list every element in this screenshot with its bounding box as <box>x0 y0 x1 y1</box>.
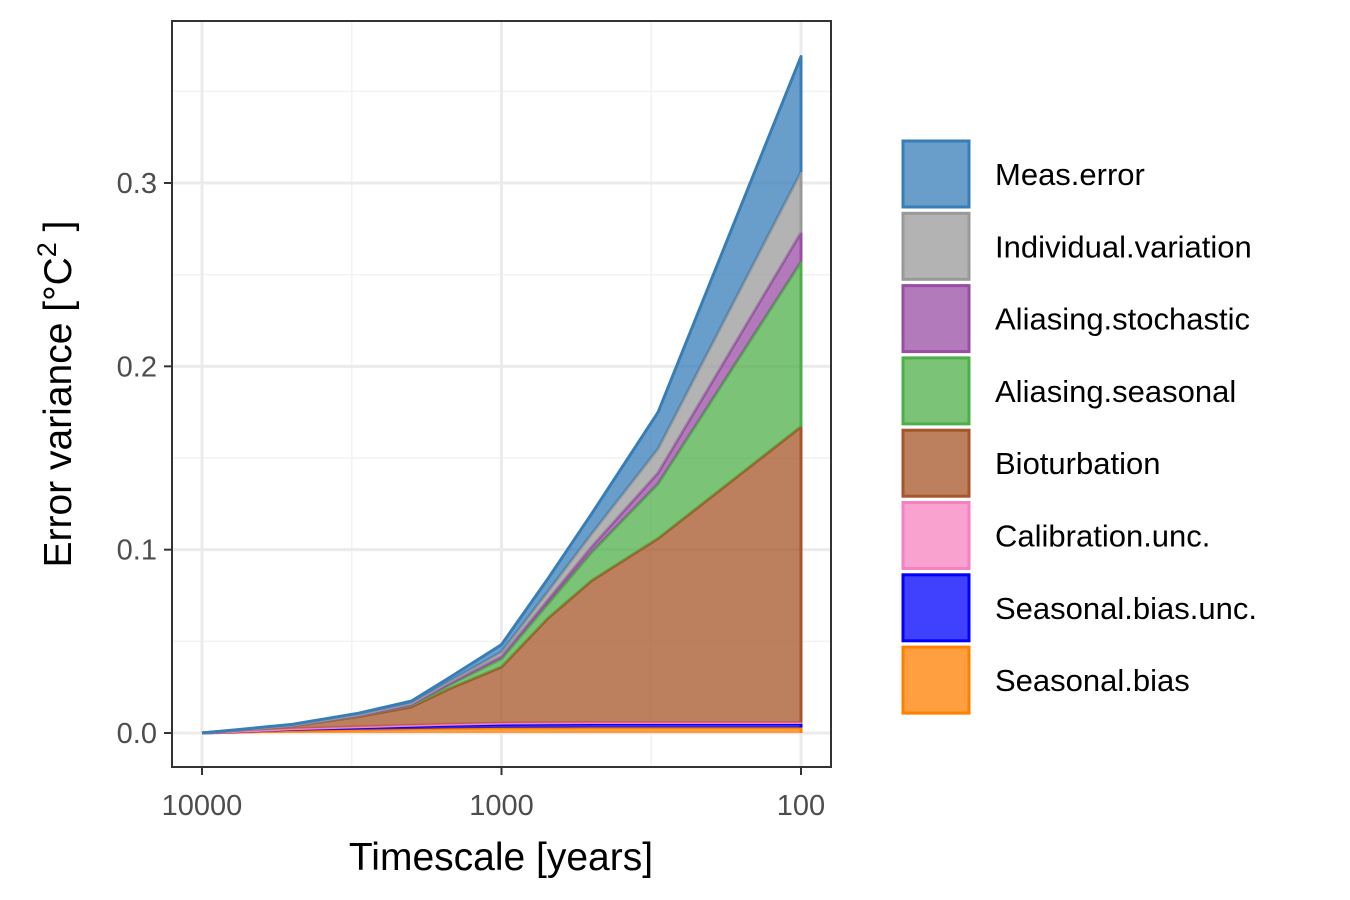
area-layer <box>201 55 803 735</box>
x-axis: 10000 1000 100 <box>162 767 825 822</box>
legend-key-aliasing-seasonal <box>901 356 971 426</box>
legend-label-seasonal-bias: Seasonal.bias <box>995 663 1190 698</box>
area-aliasing-seasonal <box>202 261 801 733</box>
x-axis-title: Timescale [years] <box>349 836 653 879</box>
y-axis-title: Error variance [°C2 ] <box>32 220 80 567</box>
y-axis-title-main: Error variance [°C <box>37 257 80 567</box>
legend-label-seasonal-bias-unc: Seasonal.bias.unc. <box>995 591 1257 626</box>
legend-key-seasonal-bias <box>901 645 971 715</box>
y-tick-label: 0.2 <box>117 351 157 383</box>
legend: Meas.error Individual.variation Aliasing.s… <box>901 139 1257 715</box>
area-bioturbation <box>202 426 801 733</box>
legend-key-bioturbation <box>901 428 971 498</box>
y-axis-title-bracket: ] <box>37 220 80 242</box>
y-axis: 0.0 0.1 0.2 0.3 <box>117 168 172 750</box>
area-seasonal-bias-unc <box>202 723 801 733</box>
y-tick-label: 0.3 <box>117 168 157 200</box>
x-tick-label: 100 <box>777 790 825 822</box>
area-meas-error <box>202 56 801 733</box>
legend-key-individual-variation <box>901 211 971 281</box>
x-tick-label: 1000 <box>469 790 534 822</box>
x-tick-label: 10000 <box>162 790 243 822</box>
legend-label-individual-variation: Individual.variation <box>995 229 1252 264</box>
legend-label-aliasing-stochastic: Aliasing.stochastic <box>995 302 1250 337</box>
legend-label-calibration-unc: Calibration.unc. <box>995 519 1210 554</box>
y-axis-title-superscript: 2 <box>32 242 62 257</box>
y-tick-label: 0.1 <box>117 535 157 567</box>
legend-label-meas-error: Meas.error <box>995 157 1145 192</box>
legend-key-meas-error <box>901 139 971 209</box>
line-meas-error <box>201 55 803 735</box>
y-tick-label: 0.0 <box>117 718 157 750</box>
legend-key-calibration-unc <box>901 501 971 570</box>
legend-key-aliasing-stochastic <box>901 284 971 354</box>
legend-label-bioturbation: Bioturbation <box>995 446 1160 481</box>
legend-key-seasonal-bias-unc <box>901 573 971 643</box>
legend-label-aliasing-seasonal: Aliasing.seasonal <box>995 374 1236 409</box>
